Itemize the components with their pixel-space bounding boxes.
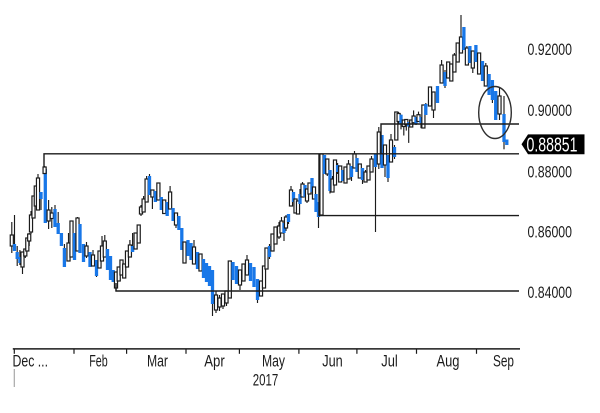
svg-text:Mar: Mar xyxy=(147,352,168,371)
svg-text:0.90000: 0.90000 xyxy=(528,101,573,120)
svg-text:May: May xyxy=(262,352,285,371)
svg-text:0.84000: 0.84000 xyxy=(528,283,573,302)
svg-text:0.86000: 0.86000 xyxy=(528,223,573,242)
svg-text:0.88851: 0.88851 xyxy=(527,134,578,156)
svg-text:2017: 2017 xyxy=(253,370,279,389)
svg-text:0.88000: 0.88000 xyxy=(528,163,573,182)
svg-text:Dec ...: Dec ... xyxy=(13,352,49,371)
svg-text:0.92000: 0.92000 xyxy=(528,40,573,59)
svg-text:Aug: Aug xyxy=(437,352,460,371)
svg-text:Sep: Sep xyxy=(493,352,514,371)
svg-text:Jun: Jun xyxy=(322,352,343,371)
svg-text:Feb: Feb xyxy=(89,352,108,371)
svg-text:Jul: Jul xyxy=(381,352,398,371)
svg-text:Apr: Apr xyxy=(204,352,225,371)
